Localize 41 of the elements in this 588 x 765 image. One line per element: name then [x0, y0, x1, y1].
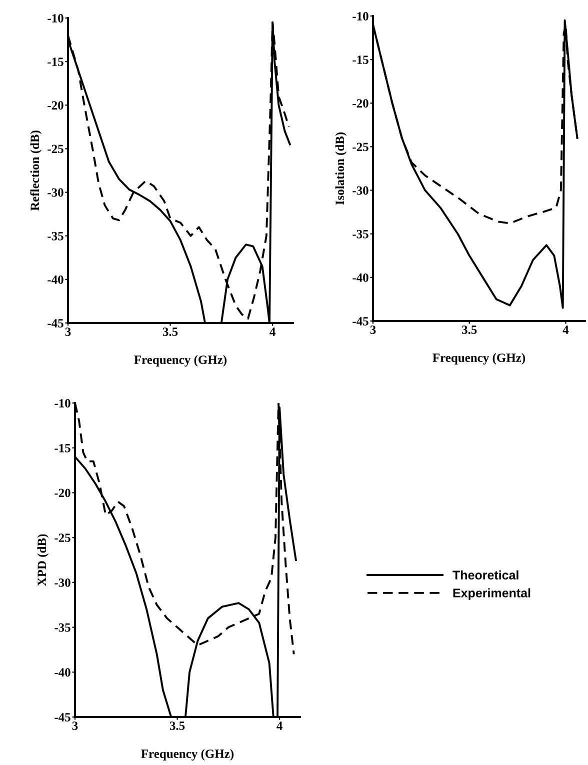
y-tick-label: -30	[54, 578, 70, 587]
y-axis-title: Reflection (dB)	[30, 130, 42, 211]
y-tick-label: -40	[352, 273, 368, 282]
y-tick-label: -15	[54, 444, 70, 452]
y-tick-label: -25	[48, 144, 64, 154]
y-tick-label: -20	[352, 99, 368, 108]
x-axis-title: Frequency (GHz)	[141, 749, 234, 761]
y-tick-label: -30	[352, 186, 368, 195]
x-tick-label: 4	[562, 326, 569, 334]
x-tick-label: 4	[276, 722, 282, 730]
y-tick-label: -35	[54, 623, 70, 632]
x-tick-label: 3	[370, 326, 376, 334]
y-tick-label: -35	[48, 232, 64, 240]
y-tick-label: -45	[54, 713, 70, 722]
y-axis-title: XPD (dB)	[37, 534, 49, 586]
y-tick-label: -25	[352, 142, 368, 152]
y-tick-label: -20	[48, 101, 64, 110]
x-tick-label: 3	[72, 722, 78, 730]
x-axis-title: Frequency (GHz)	[134, 355, 227, 367]
x-tick-label: 3.5	[170, 722, 185, 730]
y-tick-label: -20	[54, 488, 70, 498]
y-tick-label: -35	[352, 230, 368, 238]
x-tick-label: 4	[270, 328, 276, 336]
text: Theoretical	[452, 570, 518, 580]
y-tick-label: -40	[54, 668, 70, 677]
y-tick-label: -40	[48, 275, 64, 284]
y-tick-label: -25	[54, 534, 70, 542]
y-tick-label: -15	[352, 56, 368, 64]
y-tick-label: -30	[48, 188, 64, 197]
x-tick-label: 3	[65, 328, 71, 336]
y-tick-label: -10	[48, 14, 64, 22]
y-axis-title: Isolation (dB)	[335, 132, 347, 205]
y-tick-label: -45	[48, 319, 64, 328]
y-tick-label: -15	[48, 58, 64, 66]
x-axis-title: Frequency (GHz)	[432, 353, 526, 365]
y-tick-label: -10	[352, 12, 368, 20]
y-tick-label: -10	[54, 399, 70, 408]
text: Experimental	[453, 588, 530, 600]
y-tick-label: -45	[352, 317, 368, 326]
x-tick-label: 3.5	[162, 328, 178, 336]
x-tick-label: 3.5	[462, 326, 477, 334]
